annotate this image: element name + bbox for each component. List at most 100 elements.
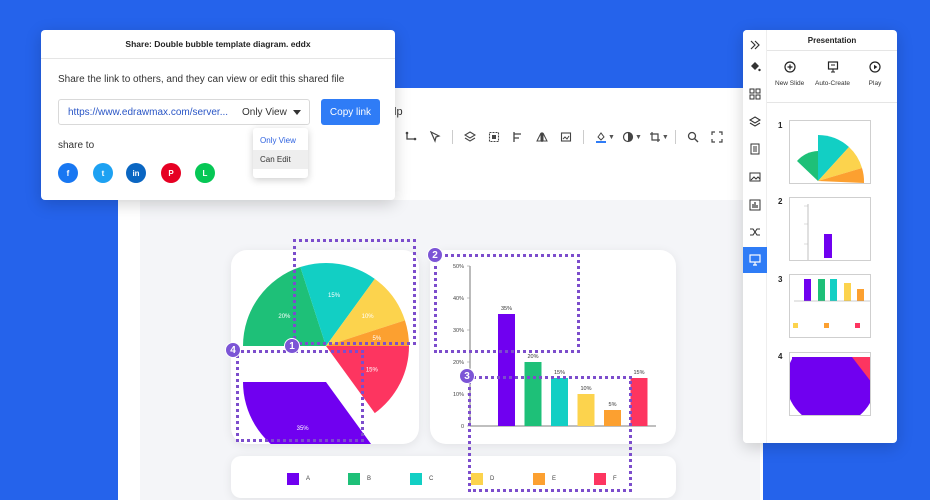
pie-slice-f[interactable] bbox=[326, 346, 409, 414]
legend-label: C bbox=[429, 476, 434, 482]
bar-f[interactable] bbox=[630, 378, 648, 426]
slide-thumbnail-4[interactable] bbox=[789, 352, 871, 416]
shuffle-icon[interactable] bbox=[746, 223, 764, 241]
presentation-icon[interactable] bbox=[743, 247, 767, 273]
new-slide-button[interactable]: New Slide bbox=[775, 60, 804, 87]
share-link-url[interactable]: https://www.edrawmax.com/server... bbox=[68, 106, 229, 118]
new-slide-label: New Slide bbox=[775, 80, 805, 87]
toolbar-divider bbox=[583, 130, 584, 144]
share-description: Share the link to others, and they can v… bbox=[58, 74, 345, 85]
image-tool-icon[interactable] bbox=[555, 126, 577, 148]
y-tick-label: 0 bbox=[461, 424, 464, 430]
pinterest-icon[interactable]: P bbox=[161, 163, 181, 183]
layers-icon[interactable] bbox=[746, 113, 764, 131]
pie-slice-c[interactable] bbox=[300, 263, 375, 346]
bar-e[interactable] bbox=[604, 410, 621, 426]
fill-color-icon[interactable] bbox=[590, 126, 612, 148]
line-style-icon[interactable] bbox=[617, 126, 639, 148]
slide-number: 1 bbox=[778, 121, 783, 130]
legend-label: E bbox=[552, 476, 557, 482]
y-tick-label: 30% bbox=[453, 328, 464, 334]
auto-create-button[interactable]: Auto-Create bbox=[815, 60, 850, 87]
legend-item: B bbox=[348, 473, 371, 485]
pie-slice-e[interactable] bbox=[326, 320, 409, 346]
search-icon[interactable] bbox=[682, 126, 704, 148]
menu-help-partial[interactable]: lp bbox=[394, 106, 403, 118]
pie-slice-b[interactable] bbox=[243, 267, 326, 346]
paint-bucket-icon[interactable] bbox=[746, 57, 764, 75]
play-button[interactable]: Play bbox=[868, 60, 882, 87]
bar-c[interactable] bbox=[551, 378, 568, 426]
legend-item: F bbox=[594, 473, 617, 485]
pie-data-label: 10% bbox=[362, 314, 375, 320]
marker-4[interactable]: 4 bbox=[225, 342, 241, 358]
flip-icon[interactable] bbox=[531, 126, 553, 148]
legend-label: B bbox=[367, 476, 372, 482]
chart-icon[interactable] bbox=[746, 196, 764, 214]
pie-data-label: 5% bbox=[372, 336, 381, 342]
fullscreen-icon[interactable] bbox=[706, 126, 728, 148]
selection-box-1[interactable] bbox=[293, 239, 416, 345]
fill-caret-icon[interactable]: ▼ bbox=[608, 133, 615, 141]
slide-thumbnail-2[interactable] bbox=[789, 197, 871, 261]
selection-box-4[interactable] bbox=[236, 350, 364, 442]
selection-box-2[interactable] bbox=[434, 254, 580, 353]
legend-item: E bbox=[533, 473, 556, 485]
marker-3[interactable]: 3 bbox=[459, 368, 475, 384]
slide-number: 2 bbox=[778, 197, 783, 206]
pie-slice-d[interactable] bbox=[326, 278, 405, 346]
share-to-label: share to bbox=[58, 140, 95, 151]
align-icon[interactable] bbox=[507, 126, 529, 148]
connector-tool-icon[interactable] bbox=[400, 126, 422, 148]
selection-box-3[interactable] bbox=[468, 376, 632, 492]
bar-chart-card[interactable]: 0 10% 20% 30% 40% 50% 35% 20% 15% 10% 5% 15% bbox=[430, 250, 676, 444]
pointer-tool-icon[interactable] bbox=[424, 126, 446, 148]
twitter-icon[interactable]: t bbox=[93, 163, 113, 183]
auto-create-icon bbox=[826, 60, 840, 74]
crop-caret-icon[interactable]: ▼ bbox=[661, 133, 669, 141]
facebook-icon[interactable]: f bbox=[58, 163, 78, 183]
bar-data-label: 15% bbox=[633, 370, 644, 376]
bar-d[interactable] bbox=[577, 394, 595, 426]
option-only-view[interactable]: Only View bbox=[260, 136, 296, 145]
slide-thumbnail-1[interactable] bbox=[789, 120, 871, 184]
permission-select[interactable]: Only View bbox=[242, 107, 301, 118]
linkedin-icon[interactable]: in bbox=[126, 163, 146, 183]
play-icon bbox=[868, 60, 882, 74]
grid-icon[interactable] bbox=[746, 85, 764, 103]
toolbar-divider bbox=[452, 130, 453, 144]
line-icon[interactable]: L bbox=[195, 163, 215, 183]
legend-swatch bbox=[348, 473, 360, 485]
bar-a[interactable] bbox=[498, 314, 515, 426]
option-can-edit[interactable]: Can Edit bbox=[253, 150, 308, 169]
legend-swatch bbox=[287, 473, 299, 485]
marker-1[interactable]: 1 bbox=[284, 338, 300, 354]
y-tick-label: 50% bbox=[453, 264, 464, 270]
legend-swatch bbox=[410, 473, 422, 485]
side-rail bbox=[743, 30, 767, 443]
copy-link-button[interactable]: Copy link bbox=[321, 99, 380, 125]
slide-thumbnail-3[interactable] bbox=[789, 274, 871, 338]
slide-3-preview bbox=[793, 279, 870, 328]
presentation-panel: Presentation New Slide Auto-Create Play … bbox=[743, 30, 897, 443]
layers-icon[interactable] bbox=[459, 126, 481, 148]
pie-chart-card[interactable]: 15% 35% 20% 15% 10% 5% bbox=[231, 250, 419, 465]
panel-divider bbox=[767, 102, 897, 103]
line-caret-icon[interactable]: ▼ bbox=[634, 133, 642, 141]
bar-data-label: 10% bbox=[580, 386, 591, 392]
group-icon[interactable] bbox=[483, 126, 505, 148]
bar-data-label: 20% bbox=[527, 354, 538, 360]
collapse-icon[interactable] bbox=[746, 36, 764, 54]
crop-icon[interactable] bbox=[644, 126, 666, 148]
bar-data-label: 35% bbox=[501, 306, 512, 312]
pie-data-label: 35% bbox=[297, 426, 310, 432]
image-icon[interactable] bbox=[746, 168, 764, 186]
share-link-field[interactable]: https://www.edrawmax.com/server... Only … bbox=[58, 99, 310, 125]
pie-data-label: 15% bbox=[366, 367, 379, 373]
marker-2[interactable]: 2 bbox=[427, 247, 443, 263]
slide-2-preview bbox=[804, 204, 832, 260]
document-icon[interactable] bbox=[746, 140, 764, 158]
auto-create-label: Auto-Create bbox=[815, 80, 851, 87]
toolbar-divider bbox=[674, 130, 676, 144]
